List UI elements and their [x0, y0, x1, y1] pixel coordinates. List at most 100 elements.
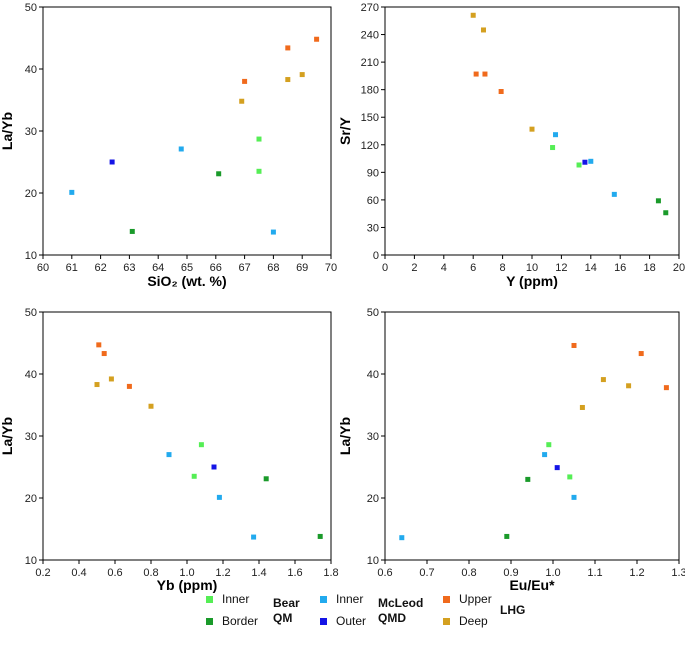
y-tick-label: 240 [361, 30, 379, 42]
data-point-mcleod-inner [588, 158, 594, 164]
x-tick-label: 1.0 [545, 567, 560, 579]
x-tick-label: 12 [555, 262, 567, 274]
x-tick-label: 10 [526, 262, 538, 274]
data-point-mcleod-inner [611, 191, 617, 197]
x-tick-label: 6 [470, 262, 476, 274]
data-point-lhg-deep [600, 377, 606, 383]
y-tick-label: 30 [367, 222, 379, 234]
x-tick-label: 68 [267, 262, 279, 274]
data-point-mcleod-inner [251, 534, 257, 540]
y-tick-label: 30 [367, 431, 379, 443]
x-tick-label: 64 [152, 262, 164, 274]
chart-panel-1: 60 61 62 63 64 65 66 67 68 69 70 10 20 30 40 50 SiO₂ (wt… [0, 2, 337, 289]
data-point-bear-border [655, 198, 661, 204]
data-point-bear-inner [567, 474, 573, 480]
data-point-bear-border [663, 210, 669, 216]
x-axis-label: SiO₂ (wt. %) [147, 273, 226, 289]
y-tick-label: 150 [361, 112, 379, 124]
y-tick-label: 20 [25, 493, 37, 505]
plot-frame [42, 311, 332, 561]
x-tick-label: 60 [37, 262, 49, 274]
data-point-bear-border [504, 533, 510, 539]
y-tick-label: 270 [361, 2, 379, 14]
x-tick-label: 14 [585, 262, 597, 274]
data-point-lhg-deep [579, 404, 585, 410]
y-tick-label: 50 [367, 307, 379, 319]
data-point-lhg-upper [285, 45, 291, 51]
x-axis-label: Yb (ppm) [157, 577, 218, 593]
y-tick-label: 50 [25, 2, 37, 14]
data-point-bear-border [263, 476, 269, 482]
y-tick-label: 60 [367, 195, 379, 207]
x-tick-label: 1.3 [671, 567, 685, 579]
y-tick-label: 10 [25, 250, 37, 262]
data-point-mcleod-outer [109, 159, 115, 165]
data-point-bear-border [525, 476, 531, 482]
y-tick-label: 40 [25, 369, 37, 381]
data-point-bear-border [216, 171, 222, 177]
x-tick-label: 0.2 [35, 567, 50, 579]
x-tick-label: 69 [296, 262, 308, 274]
data-point-lhg-upper [126, 383, 132, 389]
data-point-mcleod-inner [399, 535, 405, 541]
data-point-lhg-upper [663, 385, 669, 391]
x-tick-label: 18 [643, 262, 655, 274]
x-tick-label: 16 [614, 262, 626, 274]
x-tick-label: 63 [123, 262, 135, 274]
plot-frame [384, 311, 680, 561]
chart-panel-4: 0.6 0.7 0.8 0.9 1.0 1.1 1.2 1.3 10 20 30 40 50 Eu/Eu*… [337, 307, 685, 593]
data-point-lhg-deep [470, 12, 476, 18]
y-tick-label: 30 [25, 126, 37, 138]
data-point-lhg-deep [626, 383, 632, 389]
x-tick-label: 0.8 [143, 567, 158, 579]
data-point-bear-inner [256, 168, 262, 174]
data-point-bear-inner [256, 136, 262, 142]
x-tick-label: 1.1 [587, 567, 602, 579]
x-tick-label: 1.8 [323, 567, 338, 579]
data-point-bear-border [317, 533, 323, 539]
data-point-mcleod-outer [211, 464, 217, 470]
data-point-bear-inner [576, 162, 582, 168]
y-axis-label: Sr/Y [337, 116, 353, 145]
x-tick-label: 0.6 [107, 567, 122, 579]
chart-panel-3: 0.2 0.4 0.6 0.8 1.0 1.2 1.4 1.6 1.8 10 20 30 40 50 Yb … [0, 307, 339, 593]
chart-panel-2: 0 2 4 6 8 10 12 14 16 18 20 0 30 60 90 120 150 180 210 240 2… [337, 2, 685, 289]
y-axis-label: La/Yb [0, 112, 15, 150]
data-point-mcleod-outer [554, 465, 560, 471]
y-tick-label: 40 [25, 64, 37, 76]
data-point-bear-inner [198, 442, 204, 448]
y-axis-label: La/Yb [0, 417, 15, 455]
data-point-lhg-upper [482, 71, 488, 77]
data-point-mcleod-inner [571, 494, 577, 500]
data-point-bear-inner [550, 145, 556, 151]
data-point-mcleod-inner [166, 452, 172, 458]
x-tick-label: 4 [441, 262, 447, 274]
x-tick-label: 1.2 [629, 567, 644, 579]
data-point-lhg-deep [285, 77, 291, 83]
x-tick-label: 0.4 [71, 567, 86, 579]
x-tick-label: 1.4 [251, 567, 266, 579]
x-tick-label: 65 [181, 262, 193, 274]
x-tick-label: 1.0 [179, 567, 194, 579]
data-point-mcleod-inner [542, 452, 548, 458]
x-tick-label: 0.7 [419, 567, 434, 579]
data-point-mcleod-inner [216, 494, 222, 500]
data-point-lhg-deep [148, 403, 154, 409]
data-point-lhg-deep [529, 126, 535, 132]
data-point-bear-inner [191, 473, 197, 479]
y-axis-label: La/Yb [337, 417, 353, 455]
y-tick-label: 10 [25, 555, 37, 567]
data-point-mcleod-inner [553, 132, 559, 138]
x-tick-label: 0.6 [377, 567, 392, 579]
y-tick-label: 0 [373, 250, 379, 262]
data-point-bear-border [129, 228, 135, 234]
x-tick-label: 70 [325, 262, 337, 274]
x-tick-label: 61 [66, 262, 78, 274]
data-point-lhg-deep [299, 72, 305, 78]
data-point-bear-inner [546, 442, 552, 448]
data-point-lhg-upper [101, 351, 107, 357]
x-tick-label: 0.9 [503, 567, 518, 579]
data-point-lhg-upper [473, 71, 479, 77]
y-tick-label: 90 [367, 167, 379, 179]
